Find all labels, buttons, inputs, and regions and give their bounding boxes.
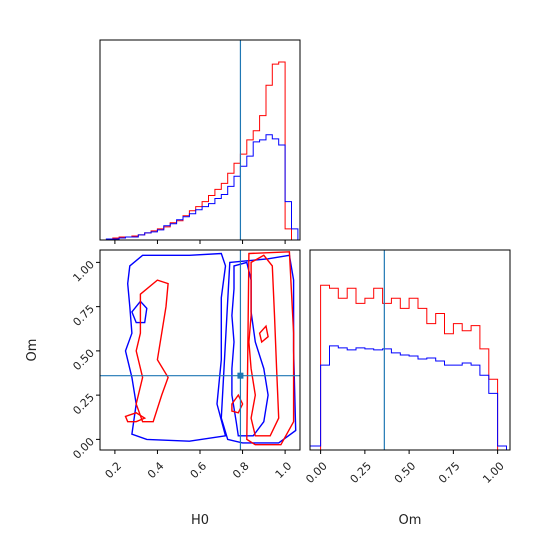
om-x-tick-label: 1.00 [480,460,507,487]
om-histogram-panel: 0.00 0.25 0.50 0.75 1.00 [303,249,511,487]
truth-marker [237,372,244,379]
x-axis-label-om: Om [399,513,422,528]
om-tick-label: 0.75 [70,302,97,329]
om-tick-label: 0.00 [70,435,97,462]
h0-hist-blue-series [100,134,299,240]
om-tick-label: 1.00 [70,258,97,285]
om-tick-label: 0.50 [70,347,97,374]
h0-tick-label: 0.6 [188,460,210,482]
h0-tick-label: 1.0 [273,460,295,482]
contour-red-5 [248,254,280,437]
om-x-tick-label: 0.75 [436,460,463,487]
om-tick-label: 0.25 [70,391,97,418]
h0-tick-label: 0.8 [230,460,252,482]
om-x-tick-label: 0.50 [392,460,419,487]
om-x-tick-label: 0.25 [348,460,375,487]
x-axis-label-h0: H0 [191,513,209,528]
om-hist-blue-series [310,345,507,450]
contour-red-6 [246,251,295,446]
contour-red-8 [124,412,147,423]
om-x-tick-label: 0.00 [303,460,330,487]
contour-blue-2 [220,254,297,444]
h0-tick-label: 0.4 [145,460,167,482]
contour-blue-0 [124,252,227,442]
om-hist-frame [309,249,511,451]
om-hist-red-series [310,284,507,450]
joint-frame [99,249,301,451]
h0-om-contour-panel: 0.2 0.4 0.6 0.8 1.0 0.00 0.25 0.50 0.75 1.00 [70,249,301,482]
contour-red-9 [258,324,269,344]
h0-hist-red-series [100,61,298,240]
h0-tick-label: 0.2 [103,460,125,482]
contour-blue-3 [131,300,148,324]
y-axis-label-om: Om [25,339,40,362]
contour-red-4 [135,279,169,423]
h0-histogram-panel [99,39,301,244]
